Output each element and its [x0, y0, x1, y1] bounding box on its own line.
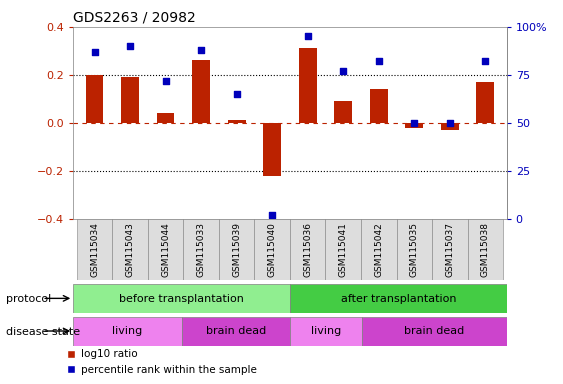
Text: GSM115036: GSM115036 [303, 222, 312, 277]
Bar [112, 219, 148, 280]
Text: after transplantation: after transplantation [341, 293, 456, 304]
Bar [148, 219, 184, 280]
Text: GSM115040: GSM115040 [267, 222, 276, 277]
Text: GSM115043: GSM115043 [126, 222, 135, 277]
Point [303, 33, 312, 40]
Text: GSM115041: GSM115041 [339, 222, 348, 277]
Bar [290, 284, 507, 313]
Bar [73, 284, 290, 313]
Bar [370, 89, 388, 123]
Text: GSM115039: GSM115039 [232, 222, 241, 277]
Bar [181, 317, 290, 346]
Point [161, 78, 170, 84]
Bar [184, 219, 219, 280]
Point [90, 49, 99, 55]
Bar [405, 123, 423, 127]
Bar [441, 123, 459, 130]
Bar [290, 219, 325, 280]
Bar [121, 77, 139, 123]
Text: living: living [311, 326, 341, 336]
Text: living: living [112, 326, 142, 336]
Point [339, 68, 348, 74]
Bar [157, 113, 175, 123]
Text: GSM115034: GSM115034 [90, 222, 99, 277]
Text: GSM115038: GSM115038 [481, 222, 490, 277]
Text: GDS2263 / 20982: GDS2263 / 20982 [73, 10, 196, 24]
Bar [334, 101, 352, 123]
Point [481, 58, 490, 65]
Bar [219, 219, 254, 280]
Bar [86, 75, 104, 123]
Point [126, 43, 135, 49]
Bar [299, 48, 316, 123]
Text: GSM115042: GSM115042 [374, 222, 383, 277]
Point [374, 58, 383, 65]
Text: disease state: disease state [6, 327, 80, 337]
Point [196, 47, 205, 53]
Text: brain dead: brain dead [404, 326, 464, 336]
Bar [325, 219, 361, 280]
Bar [263, 123, 281, 176]
Bar [192, 61, 210, 123]
Bar [476, 82, 494, 123]
Point [232, 91, 241, 97]
Bar [77, 219, 112, 280]
Bar [361, 219, 396, 280]
Point [410, 120, 419, 126]
Bar [228, 121, 245, 123]
Bar [362, 317, 507, 346]
Bar [254, 219, 290, 280]
Bar [290, 317, 362, 346]
Text: GSM115044: GSM115044 [161, 222, 170, 277]
Point [267, 212, 276, 218]
Text: protocol: protocol [6, 294, 51, 304]
Text: brain dead: brain dead [205, 326, 266, 336]
Bar [396, 219, 432, 280]
Text: GSM115037: GSM115037 [445, 222, 454, 277]
Point [445, 120, 454, 126]
Text: GSM115035: GSM115035 [410, 222, 419, 277]
Bar [73, 317, 181, 346]
Bar [468, 219, 503, 280]
Text: before transplantation: before transplantation [119, 293, 244, 304]
Bar [432, 219, 468, 280]
Text: GSM115033: GSM115033 [196, 222, 205, 277]
Legend: log10 ratio, percentile rank within the sample: log10 ratio, percentile rank within the … [61, 345, 261, 379]
